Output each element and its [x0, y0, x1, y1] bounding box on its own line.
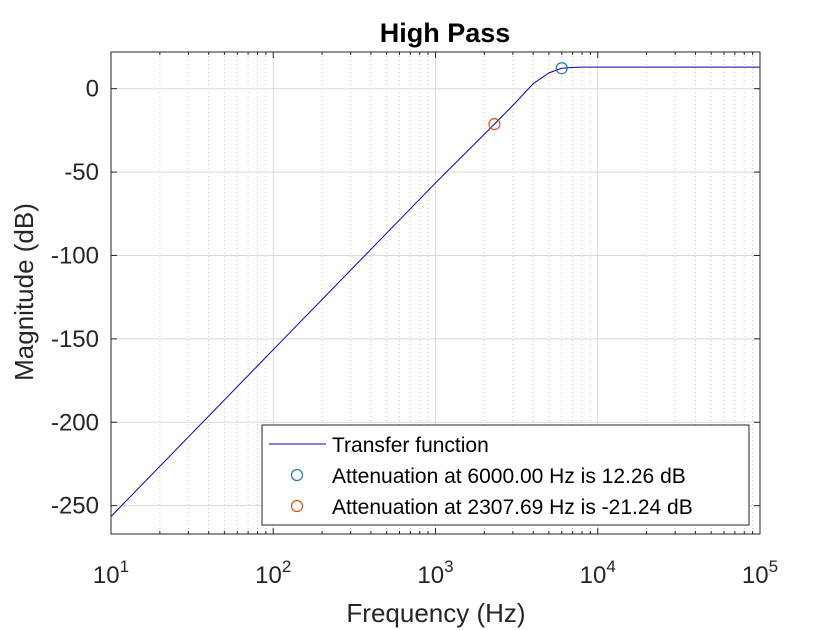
y-tick-label: -250 [51, 493, 99, 520]
x-tick-label-exponent: 2 [282, 557, 291, 576]
x-tick-label-exponent: 5 [769, 557, 778, 576]
x-axis-label: Frequency (Hz) [346, 598, 525, 628]
x-tick-labels: 101 102 103 104 105 [93, 557, 778, 589]
x-tick-label-base: 10 [93, 562, 120, 589]
x-tick-label: 101 [93, 557, 129, 589]
axis-ticks [110, 52, 761, 534]
x-tick-label-base: 10 [580, 562, 607, 589]
y-tick-label: -50 [64, 159, 99, 186]
legend-entry: Transfer function [332, 434, 489, 457]
y-axis-label: Magnitude (dB) [9, 203, 39, 381]
y-tick-labels: 0 -50 -100 -150 -200 -250 [51, 76, 99, 520]
y-tick-label: -200 [51, 409, 99, 436]
legend-marker-swatch [290, 499, 304, 513]
x-tick-label-base: 10 [742, 562, 769, 589]
y-tick-label: -100 [51, 242, 99, 269]
x-tick-label-base: 10 [417, 562, 444, 589]
marker-layer [488, 62, 568, 131]
marker-6000hz [555, 62, 568, 75]
y-tick-label: 0 [86, 76, 99, 103]
x-tick-label: 105 [742, 557, 778, 589]
y-tick-label: -150 [51, 326, 99, 353]
series-layer [110, 66, 760, 517]
x-tick-label-exponent: 1 [120, 557, 129, 576]
minor-grid [159, 52, 754, 534]
legend-box [261, 424, 750, 526]
x-tick-label-base: 10 [255, 562, 282, 589]
marker-2307hz [488, 118, 501, 131]
legend: Transfer function Attenuation at 6000.00 … [261, 424, 750, 526]
legend-marker-swatch [290, 468, 304, 482]
legend-entry: Attenuation at 2307.69 Hz is -21.24 dB [332, 496, 693, 519]
x-tick-label: 102 [255, 557, 291, 589]
x-tick-label-exponent: 4 [606, 557, 615, 576]
x-tick-label-exponent: 3 [444, 557, 453, 576]
x-tick-label: 103 [417, 557, 453, 589]
x-tick-label: 104 [580, 557, 616, 589]
chart-title: High Pass [380, 18, 511, 48]
transfer-function-line [110, 66, 760, 517]
legend-entry: Attenuation at 6000.00 Hz is 12.26 dB [332, 465, 686, 488]
